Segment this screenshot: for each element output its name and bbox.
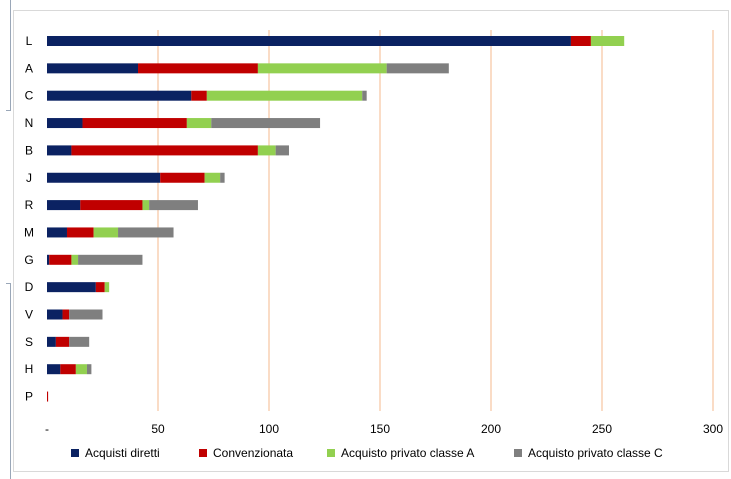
category-label: V [25, 308, 33, 322]
x-tick-label: 50 [151, 422, 165, 436]
legend-swatch [514, 449, 522, 457]
x-tick-label: 100 [259, 422, 279, 436]
category-label: N [25, 116, 34, 130]
bar-segment [257, 63, 387, 74]
bar-segment [55, 336, 70, 347]
bar-segment [47, 227, 67, 238]
legend-label: Convenzionata [213, 446, 293, 460]
bar-segment [60, 364, 76, 375]
bar-segment [204, 172, 221, 183]
left-edge-tick [6, 110, 10, 111]
bar-segment [49, 254, 72, 265]
x-tick-labels: - 50 100 150 200 250 300 [45, 422, 723, 436]
bar-segment [66, 227, 94, 238]
left-edge-tick-lower [6, 283, 10, 284]
bar-segment [95, 282, 105, 293]
bar-segment [93, 227, 119, 238]
chart-panel [13, 10, 729, 472]
x-tick-label: 200 [481, 422, 501, 436]
bar-segment [47, 364, 61, 375]
bar-segment [362, 90, 367, 101]
bar-segment [160, 172, 205, 183]
bar-segment [47, 36, 571, 46]
bar-segment [138, 63, 258, 74]
bar-segment [78, 254, 143, 265]
category-label: P [25, 390, 33, 404]
bar-segment [47, 282, 96, 293]
bar-segment [47, 63, 139, 74]
bar-segment [142, 200, 150, 211]
bar-segment [47, 145, 72, 156]
bar-segment [71, 145, 258, 156]
bar-segment [47, 118, 83, 129]
bar-segment [86, 364, 92, 375]
left-edge-line-lower [10, 283, 11, 479]
category-label: L [26, 34, 33, 48]
category-label: D [25, 280, 34, 294]
bar-segment [80, 200, 143, 211]
legend-swatch [71, 449, 79, 457]
category-label: G [24, 253, 33, 267]
bar-segment [82, 118, 187, 129]
bar-segment [275, 145, 289, 156]
category-label: J [26, 171, 32, 185]
x-tick-label: 300 [703, 422, 723, 436]
bar-segment [69, 336, 90, 347]
bar-segment [149, 200, 198, 211]
bar-segment [47, 172, 161, 183]
left-edge-line [10, 0, 11, 111]
category-label: B [25, 143, 33, 157]
bar-segment [47, 309, 63, 320]
bar-segment [47, 391, 49, 402]
bar-segment [47, 200, 81, 211]
category-label: A [25, 61, 33, 75]
category-label: C [25, 89, 34, 103]
bar-segment [47, 90, 192, 101]
x-tick-label: 150 [370, 422, 390, 436]
gridlines [157, 30, 714, 411]
bar-segment [186, 118, 212, 129]
legend: Acquisti diretti Convenzionata Acquisto pr… [71, 446, 663, 460]
legend-label: Acquisto privato classe A [341, 446, 474, 460]
bar-segment [47, 336, 56, 347]
legend-swatch [327, 449, 335, 457]
bar-segment [206, 90, 363, 101]
legend-label: Acquisti diretti [85, 446, 160, 460]
category-label: H [25, 362, 34, 376]
bars [47, 36, 625, 402]
bar-segment [75, 364, 87, 375]
bar-segment [257, 145, 276, 156]
bar-segment [386, 63, 449, 74]
bar-segment [211, 118, 321, 129]
legend-label: Acquisto privato classe C [528, 446, 663, 460]
bar-segment [62, 309, 70, 320]
bar-segment [104, 282, 110, 293]
bar-segment [69, 309, 103, 320]
bar-segment [191, 90, 207, 101]
category-label: S [25, 335, 33, 349]
legend-swatch [199, 449, 207, 457]
bar-segment [47, 254, 50, 265]
bar-segment [118, 227, 174, 238]
bar-segment [570, 36, 591, 46]
bar-segment [71, 254, 79, 265]
category-label: R [25, 198, 34, 212]
bar-segment [590, 36, 625, 46]
bar-segment [220, 172, 225, 183]
category-label: M [24, 225, 34, 239]
x-tick-label: - [45, 422, 49, 436]
x-tick-label: 250 [592, 422, 612, 436]
